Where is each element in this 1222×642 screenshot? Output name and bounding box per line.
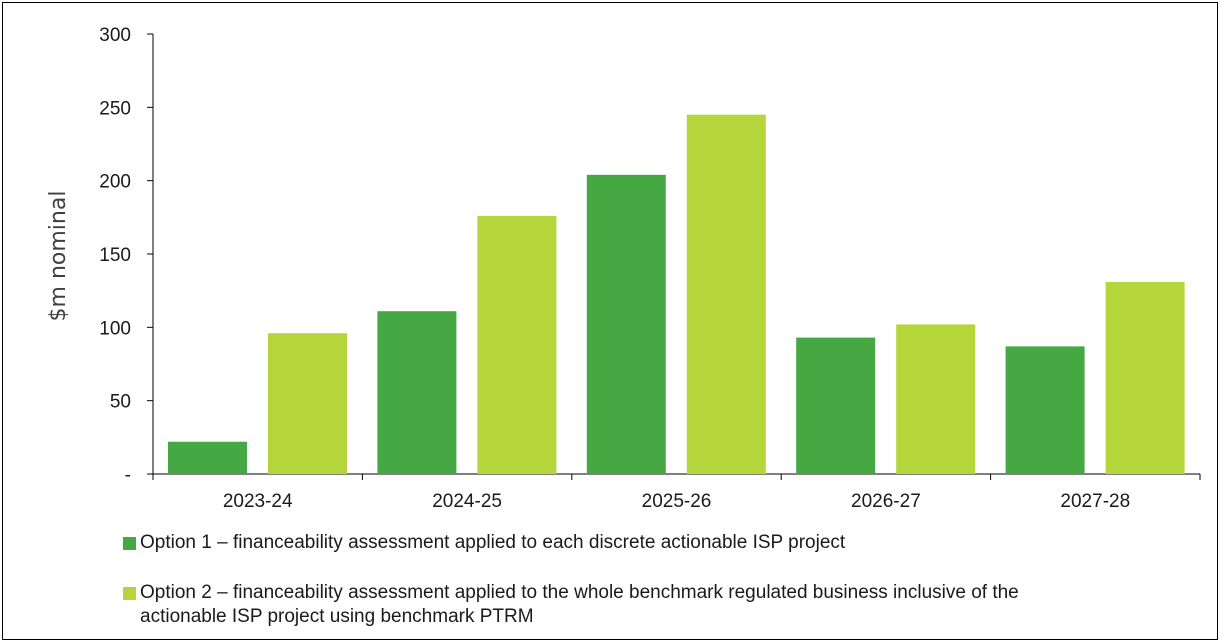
bar-option-2: [268, 333, 347, 474]
bar-option-2: [477, 215, 557, 474]
bar-option-1: [168, 441, 247, 474]
legend-swatch-option-1: [123, 537, 136, 550]
x-tick-label: 2024-25: [432, 491, 502, 512]
y-tick-label: 50: [110, 392, 131, 413]
legend-item-option-2: Option 2 – financeability assessment app…: [123, 581, 1123, 629]
x-tick-label: 2026-27: [851, 491, 921, 512]
legend-swatch-option-2: [123, 587, 136, 600]
x-tick-label: 2023-24: [223, 491, 293, 512]
bar-option-2: [896, 324, 976, 474]
y-tick-label: 100: [99, 318, 131, 339]
bar-option-1: [377, 311, 457, 474]
bar-option-1: [586, 174, 666, 475]
bar-option-2: [686, 114, 766, 475]
x-tick-label: 2025-26: [642, 491, 712, 512]
y-tick-label: 150: [99, 245, 131, 266]
y-tick-label: 300: [99, 25, 131, 46]
legend-item-option-1: Option 1 – financeability assessment app…: [123, 531, 1123, 555]
legend: Option 1 – financeability assessment app…: [123, 531, 1123, 629]
x-tick-label: 2027-28: [1060, 491, 1130, 512]
y-tick-label: 250: [99, 98, 131, 119]
y-tick-label: -: [125, 465, 131, 486]
bar-option-1: [796, 337, 876, 474]
y-tick-label: 200: [99, 172, 131, 193]
legend-label-option-2: Option 2 – financeability assessment app…: [140, 582, 1019, 627]
y-axis-label: $m nominal: [46, 191, 71, 322]
legend-label-option-1: Option 1 – financeability assessment app…: [140, 532, 846, 553]
bar-option-2: [1105, 281, 1185, 474]
bar-option-1: [1005, 346, 1085, 474]
